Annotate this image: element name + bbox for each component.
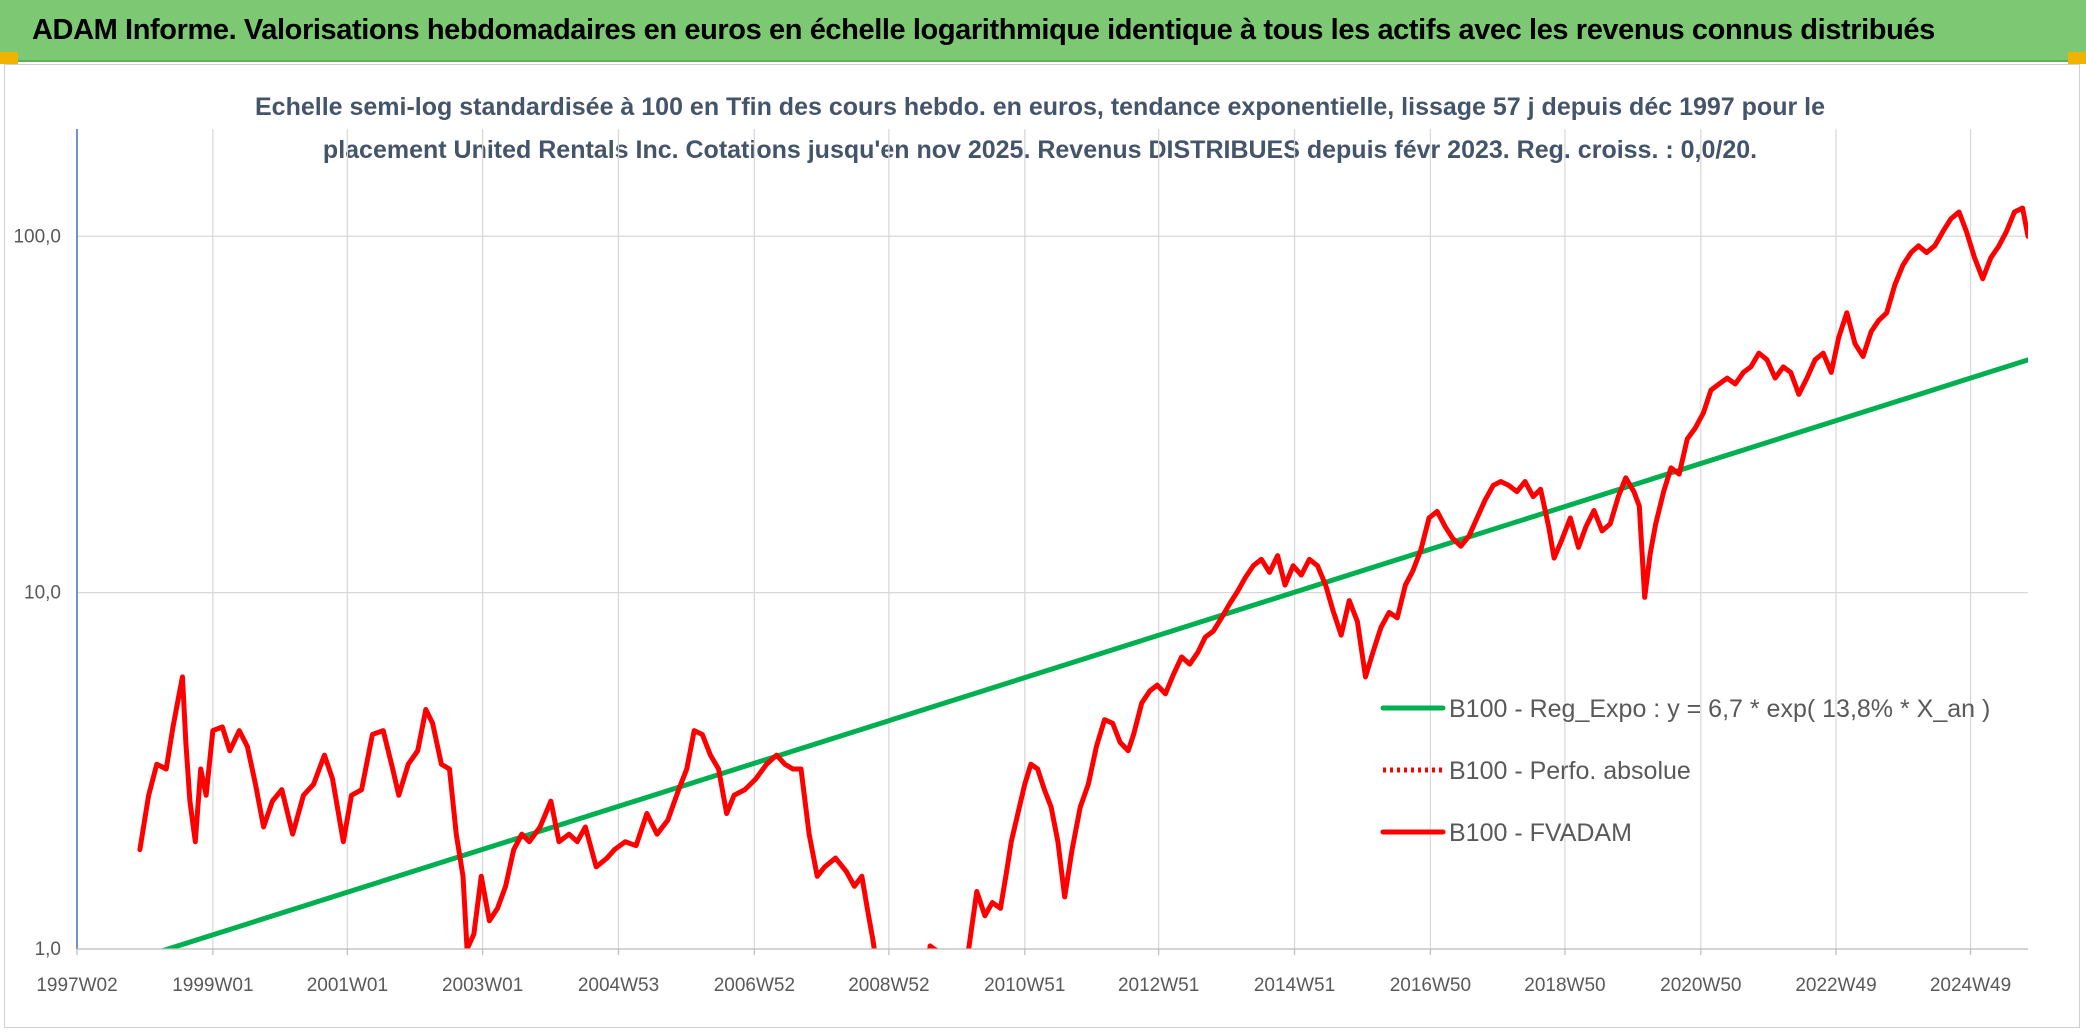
x-tick-label: 2014W51: [1254, 975, 1335, 996]
x-tick-label: 2001W01: [307, 975, 388, 996]
legend-label: B100 - Perfo. absolue: [1449, 757, 1691, 785]
x-tick-label: 1999W01: [172, 975, 253, 996]
x-tick-label: 1997W02: [36, 975, 117, 996]
x-tick-label: 2022W49: [1795, 975, 1876, 996]
x-tick-label: 2006W52: [714, 975, 795, 996]
chart-title: Echelle semi-log standardisée à 100 en T…: [255, 93, 1825, 121]
x-tick-label: 2020W50: [1660, 975, 1741, 996]
x-tick-label: 2012W51: [1118, 975, 1199, 996]
legend-label: B100 - FVADAM: [1449, 819, 1632, 847]
x-tick-label: 2004W53: [578, 975, 659, 996]
x-tick-label: 2018W50: [1524, 975, 1605, 996]
header-title: ADAM Informe. Valorisations hebdomadaire…: [32, 14, 1935, 46]
y-tick-label: 10,0: [24, 583, 61, 604]
axes: 1,0 10,0 100,0 1997W02 1999W01 2001W01 2003W01…: [13, 129, 2028, 996]
x-tick-label: 2003W01: [442, 975, 523, 996]
legend: B100 - Reg_Expo : y = 6,7 * exp( 13,8% *…: [1380, 695, 1990, 847]
x-tick-label: 2010W51: [984, 975, 1065, 996]
chart-frame: [4, 64, 2080, 1028]
x-tick-label: 2024W49: [1930, 975, 2011, 996]
legend-label: B100 - Reg_Expo : y = 6,7 * exp( 13,8% *…: [1449, 695, 1990, 723]
x-tick-label: 2016W50: [1390, 975, 1471, 996]
y-tick-label: 100,0: [13, 226, 61, 247]
y-tick-label: 1,0: [35, 939, 61, 960]
corner-marker: [0, 52, 18, 64]
chart-title: placement United Rentals Inc. Cotations …: [323, 136, 1757, 164]
corner-marker: [2068, 52, 2086, 64]
header-bar: ADAM Informe. Valorisations hebdomadaire…: [0, 0, 2086, 62]
data-line: [137, 205, 2028, 949]
x-tick-label: 2008W52: [848, 975, 929, 996]
data-line: [159, 357, 2028, 949]
plot-area: [137, 205, 2028, 949]
